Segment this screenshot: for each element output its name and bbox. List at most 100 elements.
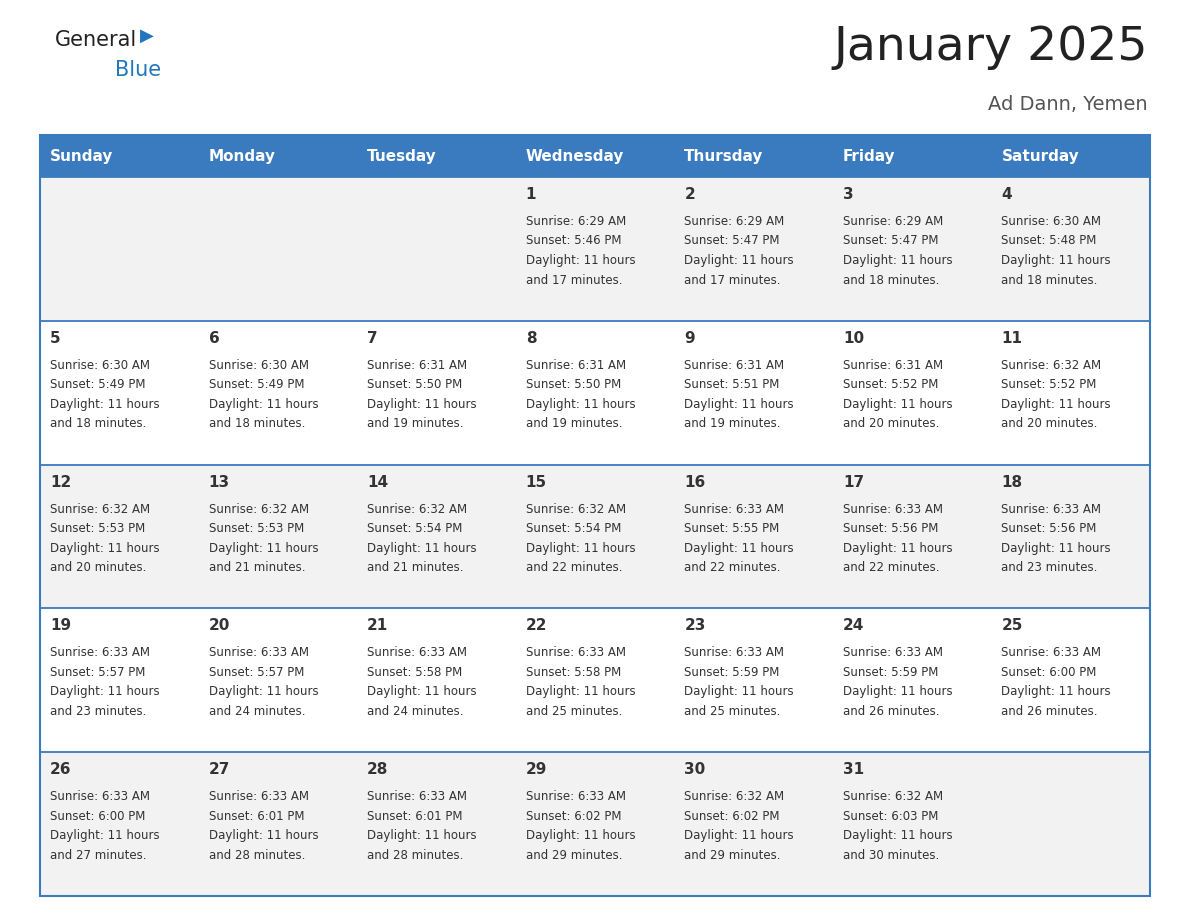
- Text: 11: 11: [1001, 330, 1023, 346]
- Text: Sunrise: 6:29 AM: Sunrise: 6:29 AM: [526, 215, 626, 228]
- Text: Sunrise: 6:33 AM: Sunrise: 6:33 AM: [209, 646, 309, 659]
- Text: Daylight: 11 hours: Daylight: 11 hours: [209, 397, 318, 410]
- Bar: [40, 752, 1150, 896]
- Text: Sunset: 5:52 PM: Sunset: 5:52 PM: [842, 378, 939, 391]
- Text: 1: 1: [526, 187, 536, 202]
- Text: and 20 minutes.: and 20 minutes.: [50, 561, 146, 574]
- Text: Sunrise: 6:32 AM: Sunrise: 6:32 AM: [50, 502, 150, 516]
- Text: 26: 26: [50, 762, 71, 778]
- Text: Sunset: 6:03 PM: Sunset: 6:03 PM: [842, 810, 939, 823]
- Text: Sunset: 5:47 PM: Sunset: 5:47 PM: [684, 234, 779, 248]
- Text: Sunset: 5:48 PM: Sunset: 5:48 PM: [1001, 234, 1097, 248]
- Text: Sunset: 5:50 PM: Sunset: 5:50 PM: [526, 378, 621, 391]
- Text: Sunrise: 6:32 AM: Sunrise: 6:32 AM: [526, 502, 626, 516]
- Text: Daylight: 11 hours: Daylight: 11 hours: [1001, 686, 1111, 699]
- Text: Sunrise: 6:30 AM: Sunrise: 6:30 AM: [1001, 215, 1101, 228]
- Text: Daylight: 11 hours: Daylight: 11 hours: [684, 686, 794, 699]
- Text: Sunset: 5:54 PM: Sunset: 5:54 PM: [526, 522, 621, 535]
- Text: Sunset: 5:57 PM: Sunset: 5:57 PM: [50, 666, 145, 679]
- Text: 12: 12: [50, 475, 71, 489]
- Text: Saturday: Saturday: [1001, 149, 1079, 163]
- Text: and 28 minutes.: and 28 minutes.: [367, 849, 463, 862]
- Text: Daylight: 11 hours: Daylight: 11 hours: [1001, 254, 1111, 267]
- Text: Sunrise: 6:31 AM: Sunrise: 6:31 AM: [842, 359, 943, 372]
- Text: Daylight: 11 hours: Daylight: 11 hours: [842, 686, 953, 699]
- Text: 9: 9: [684, 330, 695, 346]
- Text: Sunset: 5:52 PM: Sunset: 5:52 PM: [1001, 378, 1097, 391]
- Text: Tuesday: Tuesday: [367, 149, 437, 163]
- Text: Friday: Friday: [842, 149, 896, 163]
- Text: Sunset: 6:00 PM: Sunset: 6:00 PM: [1001, 666, 1097, 679]
- Text: Sunset: 5:58 PM: Sunset: 5:58 PM: [367, 666, 462, 679]
- Text: Daylight: 11 hours: Daylight: 11 hours: [209, 829, 318, 842]
- Bar: [40, 135, 1150, 896]
- Text: Daylight: 11 hours: Daylight: 11 hours: [526, 542, 636, 554]
- Text: Sunset: 5:58 PM: Sunset: 5:58 PM: [526, 666, 621, 679]
- Text: 31: 31: [842, 762, 864, 778]
- Text: and 17 minutes.: and 17 minutes.: [526, 274, 623, 286]
- Text: Sunset: 5:59 PM: Sunset: 5:59 PM: [842, 666, 939, 679]
- Text: and 22 minutes.: and 22 minutes.: [842, 561, 940, 574]
- Bar: [40, 320, 1150, 465]
- Text: Sunrise: 6:32 AM: Sunrise: 6:32 AM: [1001, 359, 1101, 372]
- Text: Sunrise: 6:31 AM: Sunrise: 6:31 AM: [684, 359, 784, 372]
- Text: and 28 minutes.: and 28 minutes.: [209, 849, 305, 862]
- Text: 18: 18: [1001, 475, 1023, 489]
- Text: 24: 24: [842, 619, 864, 633]
- Text: and 18 minutes.: and 18 minutes.: [209, 418, 305, 431]
- Text: Sunrise: 6:31 AM: Sunrise: 6:31 AM: [526, 359, 626, 372]
- Text: 25: 25: [1001, 619, 1023, 633]
- Text: and 17 minutes.: and 17 minutes.: [684, 274, 781, 286]
- Text: Sunset: 5:55 PM: Sunset: 5:55 PM: [684, 522, 779, 535]
- Text: and 21 minutes.: and 21 minutes.: [209, 561, 305, 574]
- Text: Daylight: 11 hours: Daylight: 11 hours: [842, 542, 953, 554]
- Text: and 27 minutes.: and 27 minutes.: [50, 849, 146, 862]
- Text: Daylight: 11 hours: Daylight: 11 hours: [842, 254, 953, 267]
- Text: Sunset: 5:59 PM: Sunset: 5:59 PM: [684, 666, 779, 679]
- Text: ▶: ▶: [140, 27, 154, 45]
- Text: Daylight: 11 hours: Daylight: 11 hours: [50, 829, 159, 842]
- Text: General: General: [55, 30, 138, 50]
- Text: and 21 minutes.: and 21 minutes.: [367, 561, 463, 574]
- Text: 16: 16: [684, 475, 706, 489]
- Text: Sunset: 5:57 PM: Sunset: 5:57 PM: [209, 666, 304, 679]
- Bar: [40, 609, 1150, 752]
- Text: Daylight: 11 hours: Daylight: 11 hours: [684, 397, 794, 410]
- Text: Sunset: 5:47 PM: Sunset: 5:47 PM: [842, 234, 939, 248]
- Text: Daylight: 11 hours: Daylight: 11 hours: [684, 254, 794, 267]
- Text: Sunrise: 6:33 AM: Sunrise: 6:33 AM: [367, 646, 467, 659]
- Text: 5: 5: [50, 330, 61, 346]
- Text: 17: 17: [842, 475, 864, 489]
- Text: Sunrise: 6:32 AM: Sunrise: 6:32 AM: [684, 790, 784, 803]
- Text: and 19 minutes.: and 19 minutes.: [684, 418, 781, 431]
- Text: Daylight: 11 hours: Daylight: 11 hours: [684, 542, 794, 554]
- Text: and 30 minutes.: and 30 minutes.: [842, 849, 939, 862]
- Text: and 23 minutes.: and 23 minutes.: [50, 705, 146, 718]
- Text: and 19 minutes.: and 19 minutes.: [367, 418, 463, 431]
- Text: and 29 minutes.: and 29 minutes.: [684, 849, 781, 862]
- Text: Sunrise: 6:32 AM: Sunrise: 6:32 AM: [842, 790, 943, 803]
- Text: Sunrise: 6:33 AM: Sunrise: 6:33 AM: [367, 790, 467, 803]
- Text: 6: 6: [209, 330, 220, 346]
- Text: 20: 20: [209, 619, 230, 633]
- Text: Sunset: 5:49 PM: Sunset: 5:49 PM: [209, 378, 304, 391]
- Text: 10: 10: [842, 330, 864, 346]
- Text: 8: 8: [526, 330, 536, 346]
- Text: Daylight: 11 hours: Daylight: 11 hours: [1001, 397, 1111, 410]
- Text: 3: 3: [842, 187, 853, 202]
- Text: 7: 7: [367, 330, 378, 346]
- Text: and 25 minutes.: and 25 minutes.: [684, 705, 781, 718]
- Text: Daylight: 11 hours: Daylight: 11 hours: [367, 397, 476, 410]
- Text: Sunrise: 6:31 AM: Sunrise: 6:31 AM: [367, 359, 467, 372]
- Text: 15: 15: [526, 475, 546, 489]
- Text: 4: 4: [1001, 187, 1012, 202]
- Text: Sunrise: 6:33 AM: Sunrise: 6:33 AM: [842, 646, 943, 659]
- Text: Sunrise: 6:32 AM: Sunrise: 6:32 AM: [367, 502, 467, 516]
- Text: Wednesday: Wednesday: [526, 149, 624, 163]
- Text: Sunrise: 6:29 AM: Sunrise: 6:29 AM: [684, 215, 784, 228]
- Text: 13: 13: [209, 475, 229, 489]
- Text: Blue: Blue: [115, 60, 162, 80]
- Text: 2: 2: [684, 187, 695, 202]
- Text: Sunrise: 6:32 AM: Sunrise: 6:32 AM: [209, 502, 309, 516]
- Text: Daylight: 11 hours: Daylight: 11 hours: [526, 686, 636, 699]
